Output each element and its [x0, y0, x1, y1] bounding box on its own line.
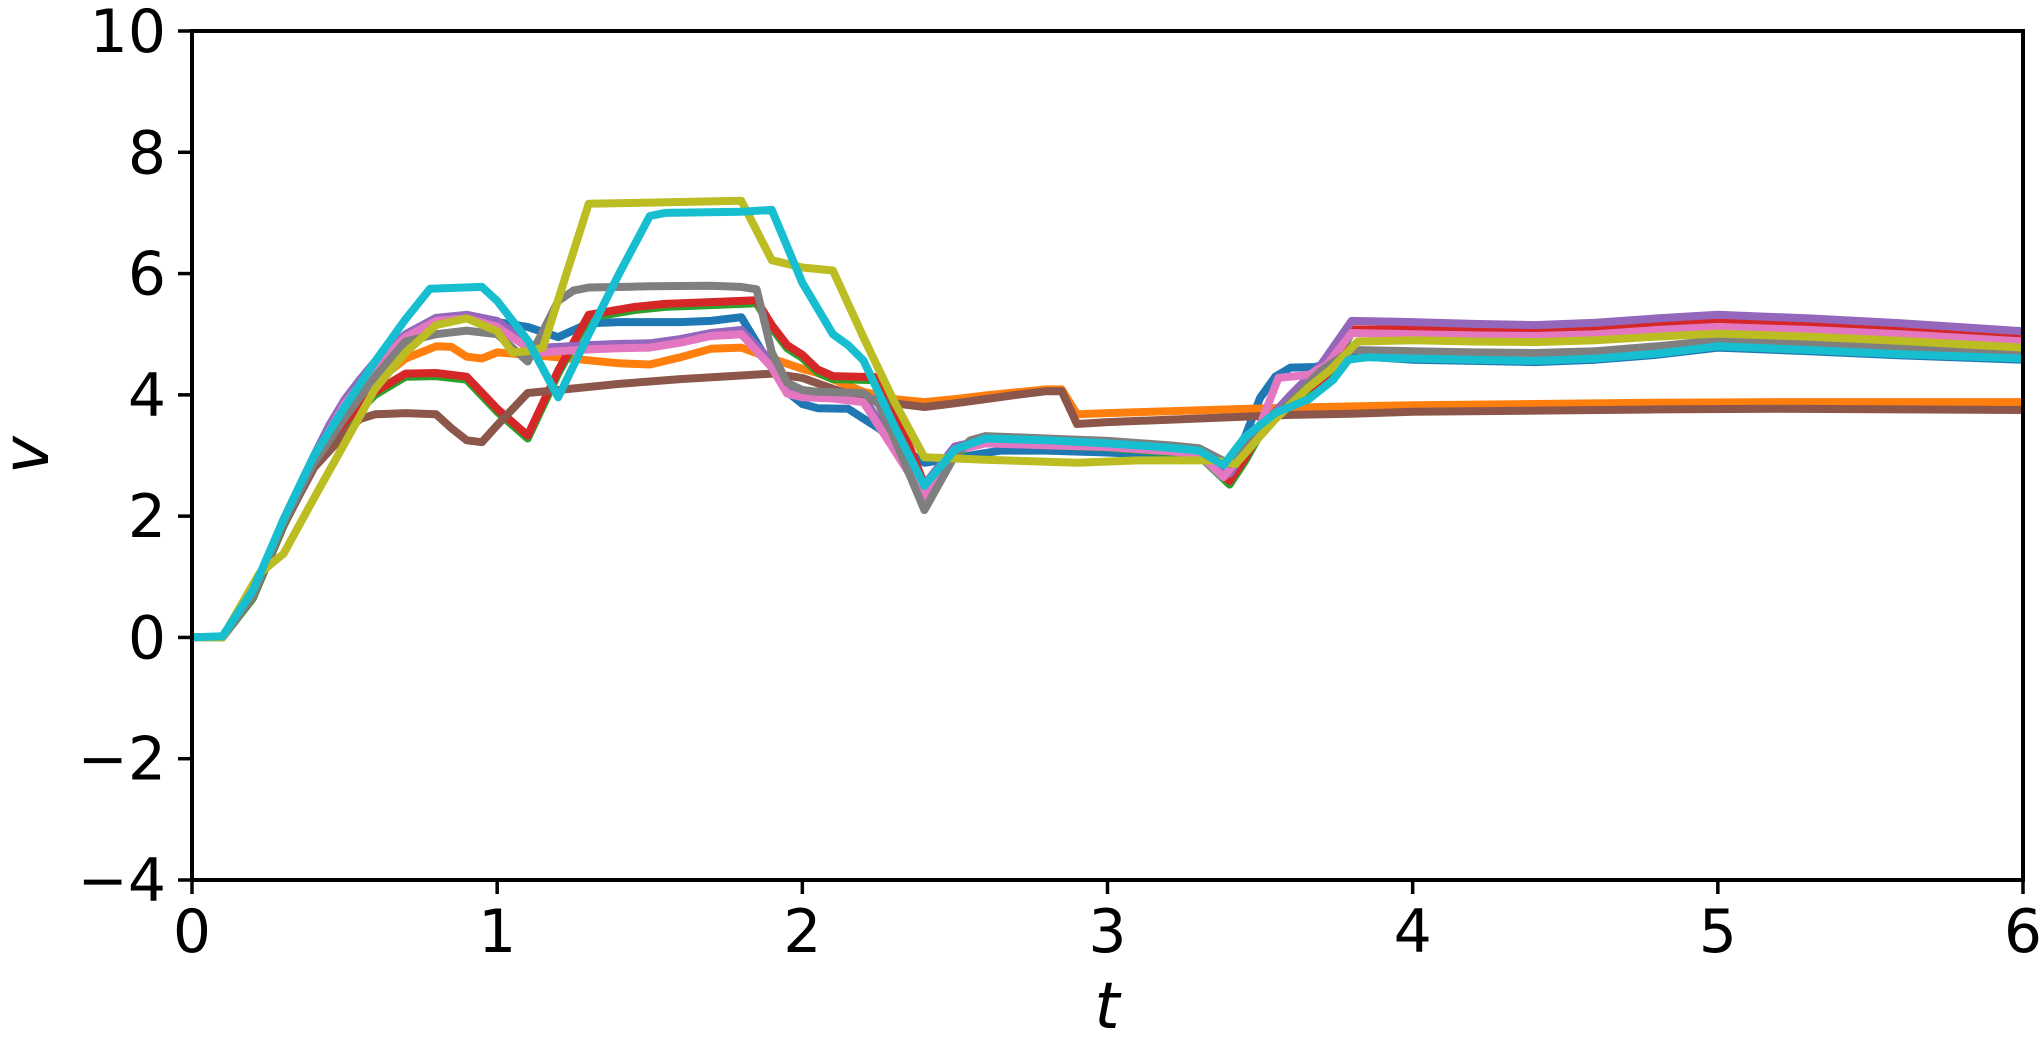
x-tick-label: 0: [173, 897, 211, 967]
series-brown: [192, 369, 2024, 642]
y-tick-label: 0: [128, 603, 166, 673]
x-tick-label: 6: [2004, 897, 2042, 967]
x-tick-label: 3: [1088, 897, 1126, 967]
series-purple: [192, 310, 2024, 642]
series-blue: [192, 313, 2024, 642]
series-gray: [192, 281, 2024, 642]
x-tick-label: 4: [1394, 897, 1432, 967]
series-pink: [192, 314, 2024, 642]
x-tick-label: 2: [783, 897, 821, 967]
y-tick-label: −4: [78, 846, 166, 916]
x-tick-label: 1: [478, 897, 516, 967]
series-cyan: [191, 205, 2024, 642]
series-olive: [192, 196, 2024, 642]
x-tick-label: 5: [1699, 897, 1737, 967]
plot-border: [190, 29, 2025, 882]
y-tick-label: −2: [78, 725, 166, 795]
y-tick-label: 6: [128, 240, 166, 310]
y-axis-label: v: [0, 435, 64, 474]
y-tick-label: 8: [128, 118, 166, 188]
y-tick-label: 4: [128, 361, 166, 431]
axis-ticks: [178, 29, 2025, 894]
y-tick-label: 2: [128, 482, 166, 552]
series-orange: [192, 342, 2023, 642]
x-axis-label: t: [1094, 970, 1122, 1042]
tick-labels: 0 1 2 3 4 5 6 −4 −2 0 2 4 6 8 10: [78, 0, 2043, 967]
y-tick-label: 10: [90, 0, 166, 67]
series-lines: [191, 196, 2024, 642]
